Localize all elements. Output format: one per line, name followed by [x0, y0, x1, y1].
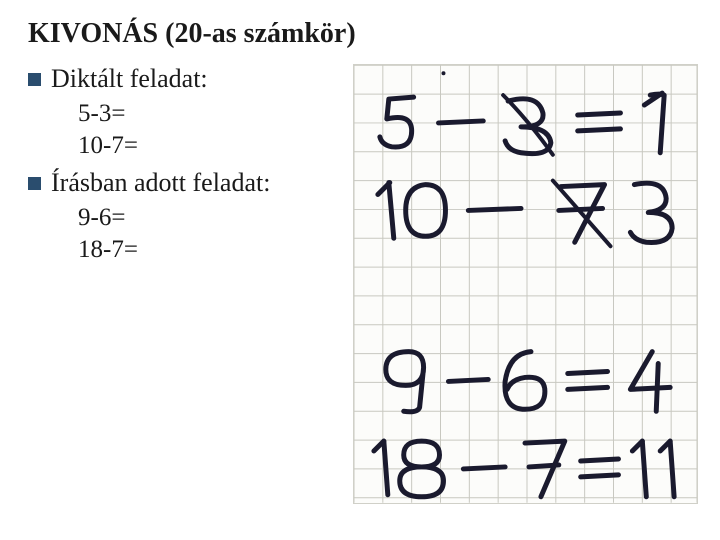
bullet-2-label: Írásban adott feladat:	[51, 168, 270, 198]
slide-title: KIVONÁS (20-as számkör)	[28, 18, 692, 50]
slide-container: KIVONÁS (20-as számkör) Diktált feladat:…	[0, 0, 720, 540]
bullet-1-label: Diktált feladat:	[51, 64, 208, 94]
bullet-square-icon	[28, 73, 41, 86]
notebook-svg	[354, 65, 697, 503]
bullet-square-icon	[28, 177, 41, 190]
notebook-image	[353, 64, 698, 504]
